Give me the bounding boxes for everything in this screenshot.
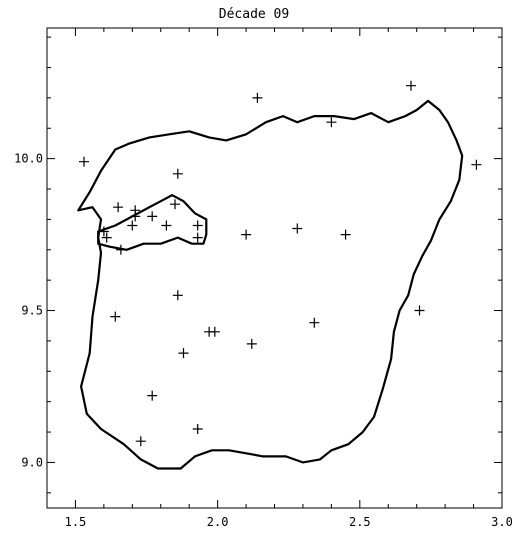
- data-point: [161, 220, 172, 231]
- data-point: [135, 436, 146, 447]
- axis-tick-labels: 1.5 2.0 2.5 3.0 9.0 9.5 10.0: [14, 152, 513, 529]
- data-point: [192, 220, 203, 231]
- data-point: [246, 338, 257, 349]
- x-tick-label: 3.0: [491, 515, 513, 529]
- data-point: [101, 232, 112, 243]
- data-point: [414, 305, 425, 316]
- outer-boundary: [77, 99, 464, 470]
- data-point: [130, 211, 141, 222]
- data-point: [178, 348, 189, 359]
- inner-boundary: [97, 194, 208, 251]
- region-outlines: [77, 99, 464, 470]
- data-point: [115, 244, 126, 255]
- data-point: [309, 317, 320, 328]
- data-point: [471, 159, 482, 170]
- x-tick-label: 1.5: [65, 515, 87, 529]
- x-tick-label: 2.5: [349, 515, 371, 529]
- data-point: [98, 226, 109, 237]
- x-tick-label: 2.0: [207, 515, 229, 529]
- data-point: [192, 232, 203, 243]
- data-point: [241, 229, 252, 240]
- data-point: [170, 199, 180, 210]
- data-point: [192, 424, 203, 434]
- data-point: [147, 211, 158, 222]
- y-tick-label: 9.5: [21, 304, 43, 318]
- data-point: [209, 326, 220, 337]
- data-point: [340, 229, 351, 240]
- data-points: [79, 80, 482, 447]
- data-point: [147, 390, 158, 401]
- data-point: [326, 117, 337, 128]
- data-point: [406, 80, 416, 91]
- data-point: [252, 92, 263, 103]
- chart-title: Décade 09: [219, 7, 289, 22]
- plot-frame: [46, 27, 503, 509]
- data-point: [113, 202, 124, 213]
- axis-ticks: [46, 28, 503, 508]
- data-point: [292, 223, 303, 234]
- data-point: [127, 220, 138, 231]
- data-point: [172, 168, 183, 179]
- y-tick-label: 10.0: [14, 152, 43, 166]
- data-point: [79, 156, 89, 167]
- y-tick-label: 9.0: [21, 455, 43, 469]
- data-point: [172, 290, 183, 301]
- data-point: [110, 311, 121, 322]
